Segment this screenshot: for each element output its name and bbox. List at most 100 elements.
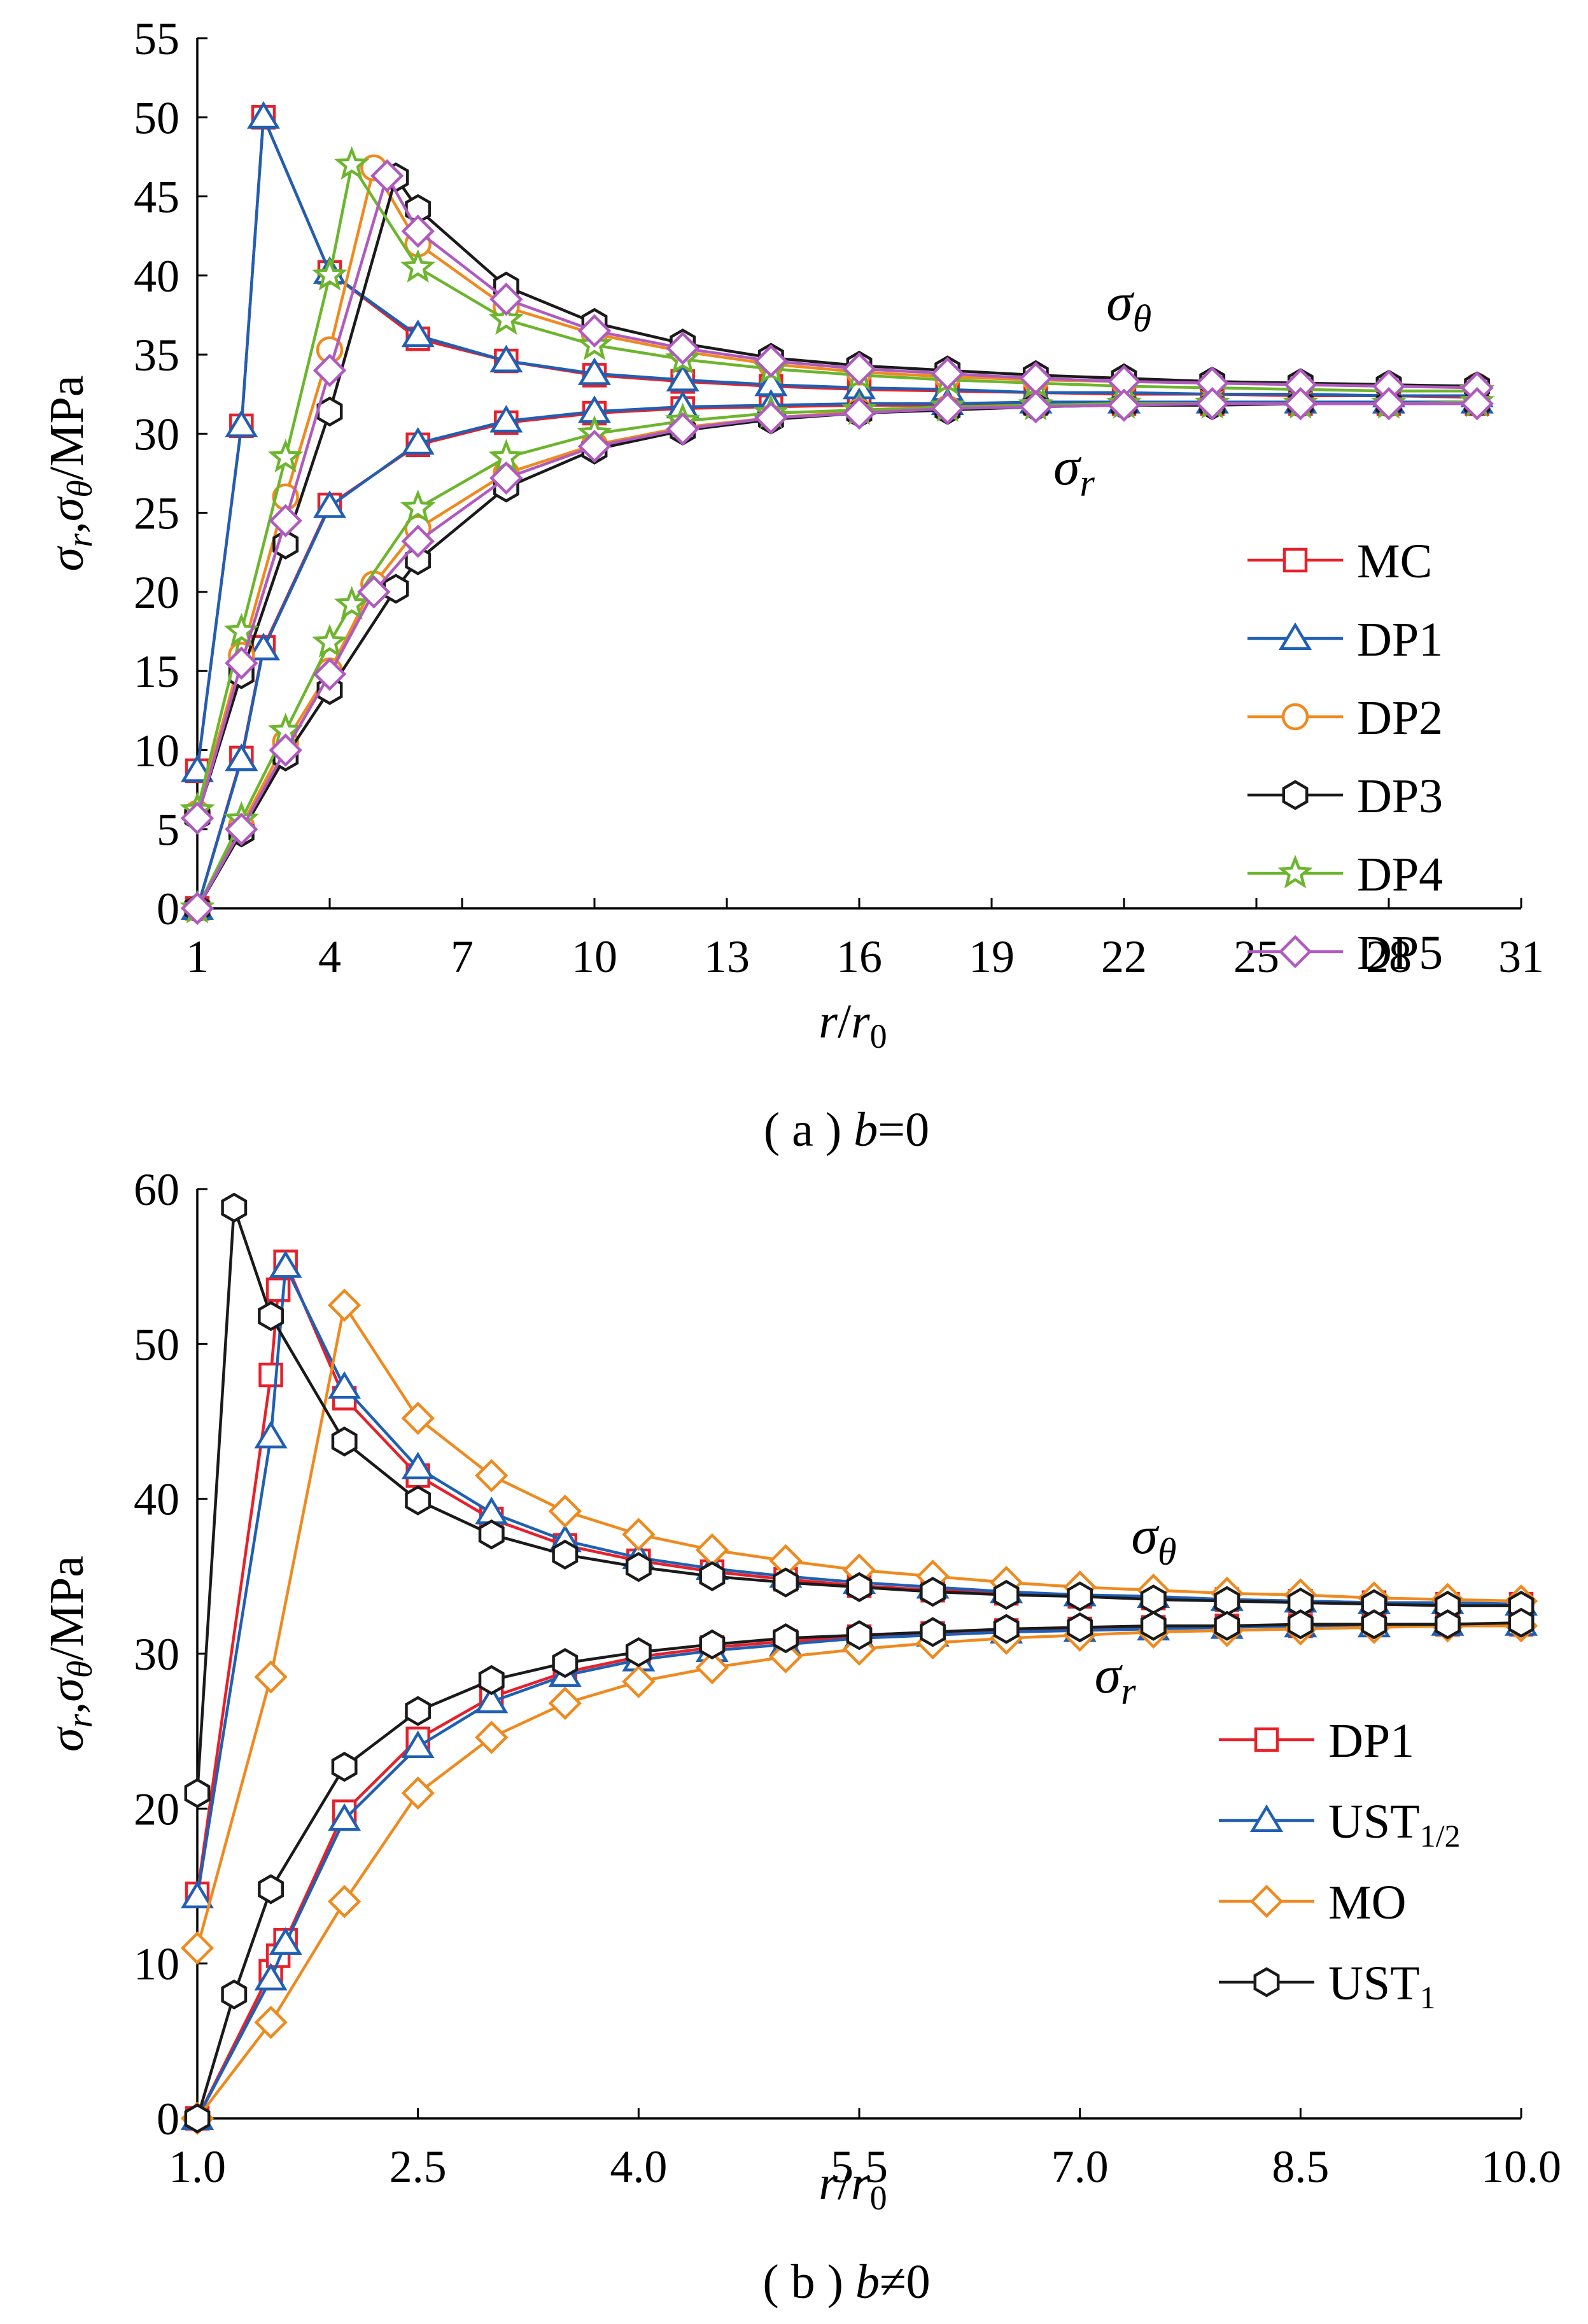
x-axis-title: r/r0 bbox=[819, 995, 887, 1055]
data-point-r bbox=[328, 1803, 362, 1831]
data-point-r bbox=[405, 1696, 432, 1726]
legend-label: DP4 bbox=[1357, 848, 1443, 901]
y-tick-label: 15 bbox=[134, 646, 179, 697]
data-point-theta bbox=[666, 331, 699, 365]
x-tick-label: 4 bbox=[318, 931, 341, 982]
x-tick-label: 2.5 bbox=[390, 2141, 447, 2192]
data-point-theta bbox=[313, 353, 347, 388]
data-point-theta bbox=[489, 344, 523, 373]
x-tick-label: 31 bbox=[1498, 931, 1544, 982]
legend-item: DP1 bbox=[1247, 613, 1443, 666]
data-point-r bbox=[401, 525, 435, 558]
data-point-r bbox=[754, 401, 788, 435]
legend-item: MC bbox=[1247, 535, 1432, 588]
legend-swatch-marker bbox=[1278, 934, 1312, 969]
data-point-r bbox=[383, 574, 409, 604]
data-point-r bbox=[254, 1962, 288, 1990]
data-point-r bbox=[334, 586, 370, 620]
data-point-r bbox=[1460, 386, 1494, 421]
legend-label: DP1 bbox=[1328, 1714, 1414, 1768]
data-point-theta bbox=[327, 1288, 362, 1322]
data-point-theta bbox=[184, 1778, 211, 1808]
legend-label: UST1/2 bbox=[1328, 1795, 1460, 1854]
series-line-r bbox=[195, 400, 1477, 910]
legend-item: DP4 bbox=[1247, 848, 1443, 901]
chart-panel-a: 1 4 7 10 13 16 19 22 25 28 31 0 5 10 15 20 25 30 35 40 45 50 5… bbox=[40, 13, 1544, 1157]
data-point-r bbox=[225, 812, 258, 846]
data-point-r bbox=[1019, 390, 1053, 424]
legend-label: UST1 bbox=[1328, 1957, 1436, 2015]
data-point-theta bbox=[401, 319, 435, 348]
y-tick-label: 30 bbox=[134, 1629, 179, 1680]
data-point-theta bbox=[401, 1451, 435, 1479]
y-tick-label: 30 bbox=[134, 409, 179, 460]
x-tick-label: 28 bbox=[1366, 931, 1412, 982]
x-tick-label: 13 bbox=[704, 931, 750, 982]
data-point-r bbox=[625, 1637, 652, 1668]
data-point-theta bbox=[180, 801, 214, 835]
data-point-r bbox=[577, 430, 612, 463]
data-point-r bbox=[1107, 388, 1141, 422]
data-point-theta bbox=[625, 1552, 652, 1582]
data-point-r bbox=[1140, 1610, 1167, 1641]
data-point-theta bbox=[846, 1572, 873, 1602]
y-tick-label: 20 bbox=[134, 567, 179, 618]
legend-swatch-marker bbox=[1282, 780, 1309, 810]
data-point-r bbox=[1067, 1612, 1093, 1643]
data-point-theta bbox=[401, 215, 435, 248]
data-point-theta bbox=[754, 344, 788, 378]
data-point-theta bbox=[258, 1362, 283, 1388]
legend-item: UST1 bbox=[1219, 1957, 1436, 2015]
data-point-theta bbox=[993, 1579, 1020, 1610]
y-tick-label: 50 bbox=[134, 1319, 179, 1370]
data-point-theta bbox=[401, 1401, 435, 1435]
data-point-theta bbox=[475, 1458, 509, 1493]
data-point-theta bbox=[246, 101, 281, 129]
data-point-theta bbox=[405, 1485, 432, 1516]
data-point-theta bbox=[334, 146, 370, 180]
data-point-theta bbox=[1067, 1581, 1093, 1612]
data-point-theta bbox=[225, 646, 258, 680]
y-tick-label: 5 bbox=[157, 805, 179, 856]
data-point-theta bbox=[265, 1277, 291, 1302]
series-line-r bbox=[196, 402, 1477, 910]
data-point-r bbox=[221, 1979, 248, 2010]
x-tick-label: 8.5 bbox=[1272, 2141, 1329, 2192]
legend-label: DP3 bbox=[1357, 770, 1443, 823]
data-point-r bbox=[401, 1776, 435, 1810]
data-point-theta bbox=[180, 1880, 214, 1909]
legend: MC DP1 DP2 DP3 DP4 DP5 bbox=[1247, 535, 1443, 980]
data-point-theta bbox=[400, 249, 436, 283]
legend-label: MO bbox=[1328, 1876, 1406, 1929]
data-point-r bbox=[313, 490, 347, 518]
x-axis-title: r/r0 bbox=[819, 2157, 887, 2217]
legend-label: DP2 bbox=[1357, 691, 1443, 745]
x-tick-label: 7.0 bbox=[1051, 2141, 1109, 2192]
y-tick-label: 25 bbox=[134, 488, 179, 539]
data-point-theta bbox=[1214, 1586, 1240, 1616]
y-tick-label: 0 bbox=[157, 884, 179, 934]
legend-label: DP5 bbox=[1357, 926, 1443, 980]
x-tick-label: 7 bbox=[451, 931, 474, 982]
data-point-theta bbox=[180, 754, 214, 782]
data-point-theta bbox=[331, 1426, 358, 1457]
data-point-r bbox=[993, 1614, 1020, 1644]
legend-item: MO bbox=[1219, 1876, 1406, 1929]
data-point-r bbox=[331, 1752, 358, 1782]
y-tick-label: 20 bbox=[134, 1784, 179, 1835]
data-point-theta bbox=[622, 1518, 656, 1551]
series-line-theta bbox=[195, 1207, 1521, 1794]
legend-item: DP3 bbox=[1247, 770, 1443, 823]
data-point-theta bbox=[254, 1660, 288, 1694]
data-point-r bbox=[475, 1686, 509, 1714]
x-tick-label: 10 bbox=[572, 931, 617, 982]
data-point-r bbox=[552, 1648, 579, 1679]
x-tick-label: 5.5 bbox=[831, 2141, 888, 2192]
data-point-r bbox=[400, 489, 436, 523]
data-point-theta bbox=[548, 1494, 582, 1528]
series-line-r bbox=[196, 402, 1477, 910]
data-point-theta bbox=[267, 439, 304, 473]
data-point-theta bbox=[180, 1931, 214, 1965]
data-point-r bbox=[313, 657, 347, 691]
